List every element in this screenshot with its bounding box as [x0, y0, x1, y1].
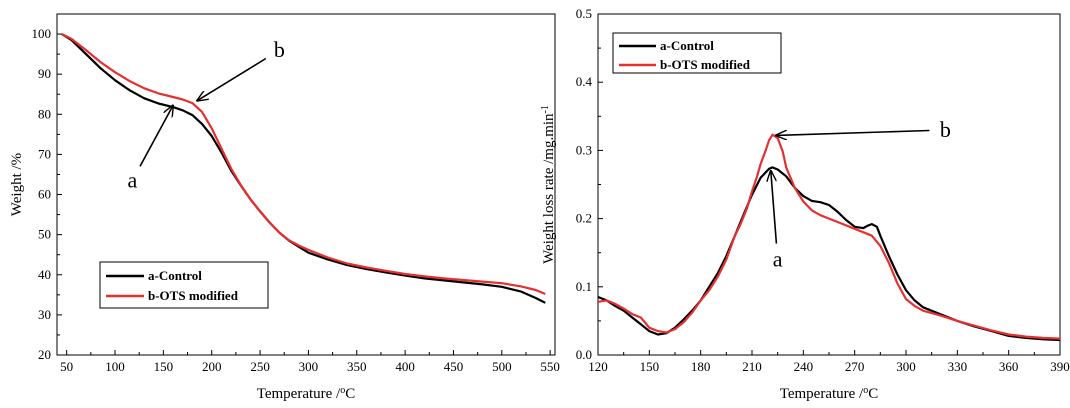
- x-tick-label: 500: [492, 359, 512, 374]
- annotation-label: a: [128, 167, 138, 192]
- y-tick-label: 80: [38, 106, 51, 121]
- legend-label: a-Control: [148, 268, 202, 283]
- y-tick-label: 0.2: [576, 211, 592, 226]
- x-tick-label: 50: [60, 359, 73, 374]
- x-tick-label: 330: [948, 359, 968, 374]
- legend: a-Control b-OTS modified: [612, 32, 782, 74]
- annotation-label: b: [274, 37, 285, 62]
- x-tick-label: 450: [444, 359, 464, 374]
- series-line-ots-modified: [597, 133, 1061, 340]
- legend-box: [99, 261, 269, 309]
- y-tick-label: 0.1: [576, 279, 592, 294]
- y-tick-label: 90: [38, 66, 51, 81]
- y-tick-label: 0.0: [576, 347, 592, 362]
- series-line-control: [597, 166, 1061, 342]
- y-tick-label: 0.4: [576, 74, 593, 89]
- annotation-label: a: [773, 247, 783, 272]
- x-tick-label: 300: [299, 359, 319, 374]
- y-tick-label: 100: [32, 26, 52, 41]
- annotation-arrow: [197, 57, 267, 101]
- x-tick-label: 180: [691, 359, 711, 374]
- plot-frame: [56, 13, 556, 356]
- annotation-label: b: [940, 117, 951, 142]
- y-tick-label: 60: [38, 187, 51, 202]
- y-tick-label: 70: [38, 146, 51, 161]
- legend: a-Control b-OTS modified: [99, 261, 269, 309]
- legend-label: a-Control: [660, 38, 714, 53]
- x-tick-label: 360: [999, 359, 1019, 374]
- y-tick-label: 30: [38, 307, 51, 322]
- x-tick-label: 250: [250, 359, 270, 374]
- y-axis-title: Weight /%: [9, 153, 25, 216]
- y-axis-title: Weight loss rate /mg.min-1: [540, 105, 558, 264]
- weight-chart: 50 100 150 200 250 300 350 400 450 500 550 20 30 40 50…: [9, 13, 560, 403]
- x-tick-label: 550: [540, 359, 560, 374]
- x-tick-label: 100: [105, 359, 125, 374]
- legend-box: [612, 32, 782, 74]
- y-tick-label: 40: [38, 267, 51, 282]
- x-tick-label: 240: [794, 359, 814, 374]
- weight-loss-rate-chart: 120 150 180 210 240 270 300 330 360 390 0.0 0.1 0.2 0…: [540, 6, 1070, 402]
- x-tick-label: 210: [742, 359, 762, 374]
- x-tick-label: 300: [896, 359, 916, 374]
- y-tick-label: 50: [38, 227, 51, 242]
- x-tick-label: 350: [347, 359, 367, 374]
- legend-label: b-OTS modified: [660, 57, 751, 72]
- x-tick-label: 270: [845, 359, 865, 374]
- legend-label: b-OTS modified: [148, 288, 239, 303]
- y-tick-label: 0.5: [576, 6, 592, 21]
- x-tick-label: 150: [640, 359, 660, 374]
- annotation-arrow: [139, 106, 173, 167]
- x-axis-title: Temperature /oC: [780, 385, 879, 403]
- annotation-arrow: [771, 171, 778, 244]
- x-tick-label: 150: [154, 359, 174, 374]
- y-tick-label: 0.3: [576, 142, 592, 157]
- x-axis-title: Temperature /oC: [257, 385, 356, 403]
- x-tick-label: 120: [588, 359, 608, 374]
- annotation-arrow: [776, 129, 930, 136]
- series-line-ots-modified: [61, 33, 546, 296]
- x-tick-label: 390: [1050, 359, 1070, 374]
- x-tick-label: 200: [202, 359, 222, 374]
- y-tick-label: 20: [38, 347, 51, 362]
- x-tick-label: 400: [395, 359, 415, 374]
